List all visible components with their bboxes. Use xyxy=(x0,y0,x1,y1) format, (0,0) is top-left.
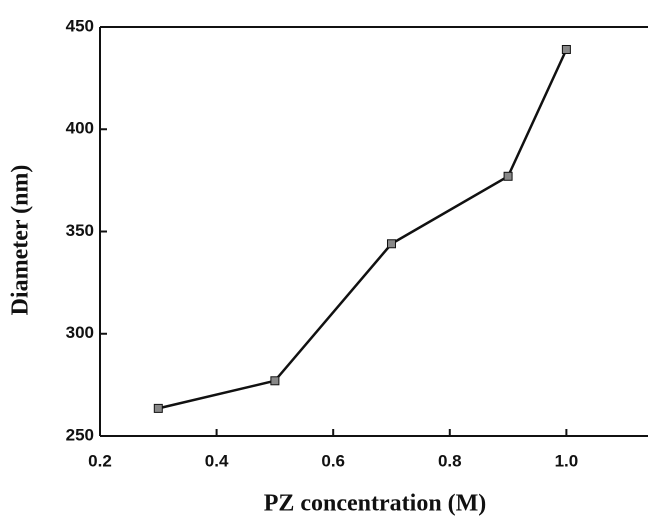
x-axis-title: PZ concentration (M) xyxy=(264,491,487,517)
data-point xyxy=(153,403,163,413)
x-tick-label: 0.2 xyxy=(88,451,112,470)
y-tick-label: 300 xyxy=(66,323,94,342)
x-tick-label: 0.8 xyxy=(438,451,462,470)
y-axis-title: Diameter (nm) xyxy=(8,165,34,316)
data-point xyxy=(386,239,396,249)
data-point xyxy=(561,44,571,54)
y-tick-label: 350 xyxy=(66,221,94,240)
data-line xyxy=(158,48,568,410)
y-tick-label: 400 xyxy=(66,119,94,138)
y-tick-label: 250 xyxy=(66,425,94,444)
x-tick-label: 0.4 xyxy=(205,451,229,470)
data-point xyxy=(270,376,280,386)
x-tick-label: 0.6 xyxy=(321,451,345,470)
y-tick-label: 450 xyxy=(66,16,94,35)
x-tick-label: 1.0 xyxy=(555,451,579,470)
data-point xyxy=(503,171,513,181)
